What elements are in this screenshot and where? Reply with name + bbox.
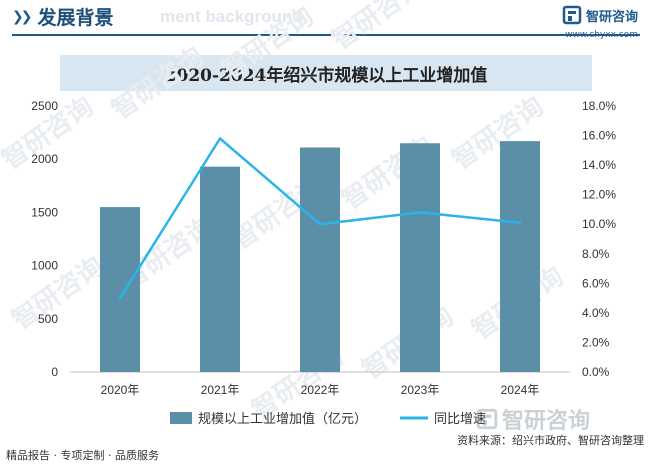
bar [300, 147, 340, 372]
bar [200, 166, 240, 372]
legend-line-label: 同比增速 [434, 411, 486, 426]
x-tick-label: 2022年 [301, 383, 340, 397]
x-tick-label: 2021年 [201, 383, 240, 397]
chevron-icon: ❯❯ [12, 7, 33, 24]
y-left-tick-label: 2500 [31, 99, 58, 113]
watermark-logo-icon [476, 408, 498, 430]
line-point [518, 221, 522, 224]
header-divider [12, 34, 640, 36]
footer-watermark: 智研咨询 [476, 403, 590, 435]
y-left-tick-label: 1000 [31, 259, 58, 273]
y-right-tick-label: 16.0% [582, 129, 616, 143]
watermark-text: 智研咨询 [502, 409, 591, 434]
line-point [318, 223, 322, 226]
x-tick-label: 2024年 [501, 383, 540, 397]
y-right-tick-label: 12.0% [582, 188, 616, 202]
chart-title-banner: 2020-2024年绍兴市规模以上工业增加值 [60, 55, 592, 91]
bar [500, 141, 540, 372]
section-title: 发展背景 [37, 6, 114, 29]
line-point [218, 137, 222, 140]
y-right-tick-label: 10.0% [582, 217, 616, 231]
y-right-tick-label: 6.0% [582, 276, 610, 290]
axes: 0 500 1000 1500 2000 2500 0.0% 2.0% 4.0% 6.0% 8.0%… [31, 99, 616, 397]
legend-bar-label: 规模以上工业增加值（亿元） [198, 411, 367, 426]
legend: 规模以上工业增加值（亿元） 同比增速 [170, 411, 486, 426]
y-left-tick-label: 1500 [31, 205, 58, 219]
legend-bar-swatch [170, 412, 192, 424]
brand-name: 智研咨询 [585, 9, 638, 25]
y-left-tick-label: 500 [38, 312, 58, 326]
watermark-text: 智研咨询 [326, 0, 428, 55]
section-header: ❯❯ 发展背景 ment background 智研咨询 www.chyxx.c… [0, 0, 652, 46]
line-series [118, 137, 522, 300]
bar [100, 207, 140, 372]
footer-source: 资料来源：绍兴市政府、智研咨询整理 [457, 434, 644, 447]
x-tick-label: 2020年 [101, 383, 140, 397]
line-point [418, 211, 422, 214]
y-right-tick-label: 8.0% [582, 247, 610, 261]
brand-logo-icon [562, 5, 582, 25]
footer-tagline: 精品报告 · 专项定制 · 品质服务 [6, 449, 159, 462]
watermark-text: 智研咨询 [106, 41, 208, 125]
y-right-tick-label: 4.0% [582, 306, 610, 320]
y-right-tick-label: 0.0% [582, 365, 610, 379]
brand-url: www.chyxx.com [565, 30, 638, 40]
section-subtitle: ment background [160, 7, 303, 26]
brand: 智研咨询 [562, 5, 638, 25]
watermark-text: 智研咨询 [216, 1, 318, 85]
bars [100, 141, 540, 372]
y-right-tick-label: 2.0% [582, 335, 610, 349]
y-right-tick-label: 14.0% [582, 158, 616, 172]
line-point [118, 296, 122, 300]
x-tick-label: 2023年 [401, 383, 440, 397]
chart-title: 2020-2024年绍兴市规模以上工业增加值 [164, 65, 488, 86]
y-left-tick-label: 2000 [31, 152, 58, 166]
y-left-tick-label: 0 [51, 365, 58, 379]
y-right-tick-label: 18.0% [582, 99, 616, 113]
bar [400, 143, 440, 372]
section-title-block: ❯❯ 发展背景 [12, 4, 114, 29]
